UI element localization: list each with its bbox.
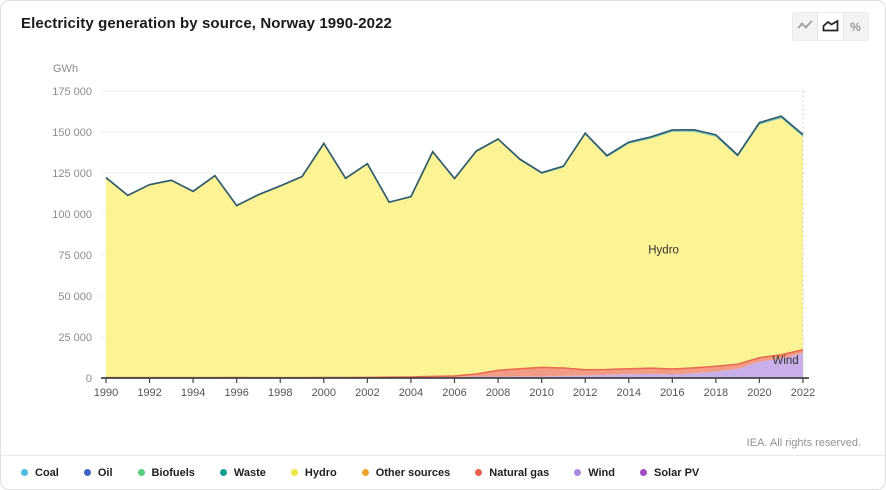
x-tick-label: 2012 (573, 387, 597, 399)
x-tick-label: 1990 (94, 387, 118, 399)
line-chart-icon (797, 19, 814, 34)
legend-dot (21, 469, 28, 476)
legend-dot (574, 469, 582, 476)
chart-area: 1990 1992 1994 1996 1998 2000 2002 2004 2006 2008… (1, 56, 886, 406)
chart-header: Electricity generation by source, Norway… (1, 1, 885, 51)
legend-label: Solar PV (654, 466, 700, 479)
x-tick-label: 2006 (442, 387, 466, 399)
chart-title: Electricity generation by source, Norway… (21, 15, 392, 32)
legend-dot (290, 469, 298, 476)
x-tick-label: 2016 (660, 387, 684, 399)
legend-item-natural-gas[interactable]: Natural gas (475, 467, 549, 479)
x-tick-label: 2010 (529, 387, 553, 399)
y-tick-label: 150 000 (52, 127, 92, 139)
y-tick-label: 100 000 (52, 209, 92, 221)
y-tick-label: 75 000 (58, 250, 92, 262)
y-tick-label: 125 000 (52, 168, 92, 180)
y-tick-label: 175 000 (52, 86, 92, 98)
annotation-wind: Wind (772, 355, 798, 367)
legend-dot (640, 469, 647, 476)
percent-icon: % (850, 19, 861, 34)
copyright-note: IEA. All rights reserved. (746, 437, 861, 449)
x-tick-label: 1992 (137, 387, 161, 399)
generation-area-chart[interactable]: 1990 1992 1994 1996 1998 2000 2002 2004 2006 2008… (1, 56, 886, 406)
legend-item-other-sources[interactable]: Other sources (361, 466, 451, 479)
area-natural-gas (106, 349, 803, 378)
x-tick-label: 2020 (747, 387, 771, 399)
x-tick-label: 1994 (181, 387, 205, 399)
legend-item-wind[interactable]: Wind (574, 467, 615, 479)
area-chart-button[interactable] (818, 13, 843, 40)
y-tick-label: 0 (86, 373, 92, 385)
legend-item-oil[interactable]: Oil (83, 466, 113, 479)
legend-label: Waste (233, 466, 266, 479)
legend-dot (83, 469, 91, 476)
x-tick-label: 2022 (791, 387, 815, 399)
y-tick-label: 50 000 (58, 291, 92, 303)
legend-item-solar-pv[interactable]: Solar PV (640, 467, 699, 479)
legend-label: Natural gas (489, 466, 550, 479)
legend-label: Biofuels (151, 466, 195, 479)
legend-dot (361, 469, 369, 476)
legend-item-coal[interactable]: Coal (21, 467, 59, 479)
legend-item-biofuels[interactable]: Biofuels (137, 466, 195, 479)
legend-label: Coal (35, 466, 59, 479)
area-hydro (106, 118, 803, 378)
legend-item-waste[interactable]: Waste (219, 466, 266, 479)
total-line (105, 115, 804, 207)
chart-type-switcher: % (792, 12, 869, 41)
y-tick-label: 25 000 (58, 332, 92, 344)
annotation-hydro: Hydro (648, 244, 679, 256)
x-tick-label: 2000 (312, 387, 336, 399)
x-tick-label: 1996 (224, 387, 248, 399)
legend: Coal Oil Biofuels Waste Hydro Other sources Na… (1, 455, 885, 489)
line-chart-button[interactable] (793, 13, 818, 40)
legend-dot (475, 469, 483, 476)
legend-dot (219, 469, 227, 476)
legend-label: Hydro (304, 466, 337, 479)
legend-item-hydro[interactable]: Hydro (290, 466, 337, 479)
area-chart-icon (822, 19, 839, 35)
legend-label: Oil (97, 466, 113, 479)
legend-dot (137, 469, 145, 476)
x-tick-label: 1998 (268, 387, 292, 399)
percent-button[interactable]: % (843, 13, 868, 40)
x-tick-label: 2002 (355, 387, 379, 399)
y-axis-unit-label: GWh (53, 63, 78, 75)
legend-label: Wind (588, 466, 615, 479)
legend-label: Other sources (375, 466, 451, 479)
x-tick-label: 2018 (704, 387, 728, 399)
x-tick-label: 2014 (617, 387, 641, 399)
x-tick-label: 2004 (399, 387, 423, 399)
x-tick-label: 2008 (486, 387, 510, 399)
area-wind (106, 353, 803, 378)
